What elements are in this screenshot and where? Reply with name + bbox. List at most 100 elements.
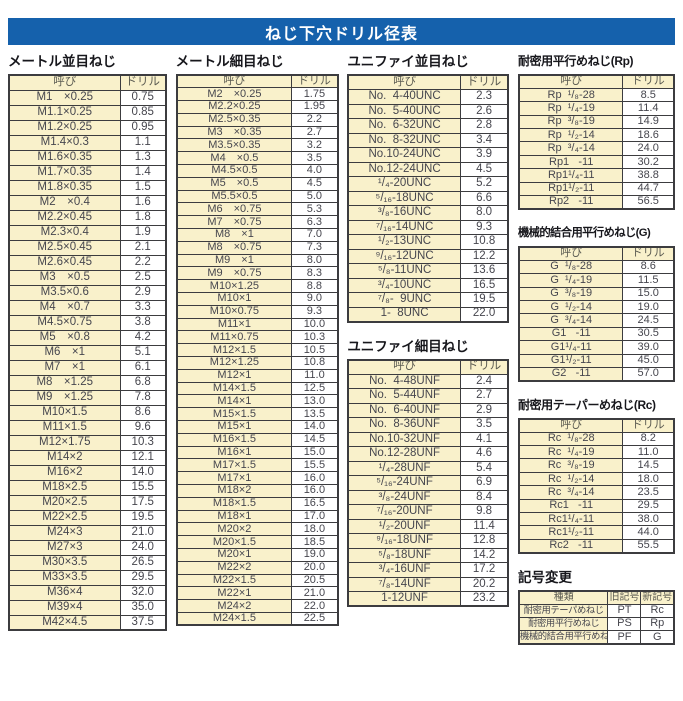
drill-value-cell: 20.0: [291, 560, 339, 575]
table-row: No. 5-40UNC 2.6: [347, 103, 509, 119]
drill-value-cell: 10.5: [291, 343, 339, 358]
table-row: M22×2 20.0: [176, 560, 339, 575]
drill-value-cell: 4.2: [119, 329, 167, 346]
drill-value-cell: 11.0: [291, 368, 339, 383]
table-row: M16×1 15.0: [176, 445, 339, 460]
drill-value-cell: 23.2: [459, 591, 509, 607]
table-row: M12×1 11.0: [176, 368, 339, 383]
name-column-header: 呼び: [518, 74, 624, 89]
thread-name-cell: M4 ×0.5: [176, 151, 293, 166]
drill-value-cell: 21.0: [119, 524, 167, 541]
name-column-header: 呼び: [8, 74, 121, 91]
symbol-change-table: 種類 旧記号 新記号 耐密用テーパめねじ PT Rc 耐密用平行めねじ PS Rp 機械的結…: [517, 589, 675, 645]
metric-fine-table: 呼び ドリル M2 ×0.25 1.75 M2.2×0.25 1.95 M2.5×0.3…: [175, 74, 339, 627]
drill-value-cell: 18.0: [291, 522, 339, 537]
table-row: ⁷/₈- 9UNC 19.5: [347, 292, 509, 308]
thread-name-cell: ⁵/₈-18UNF: [347, 547, 461, 563]
table-row: ⁷/₁₆-20UNF 9.8: [347, 504, 509, 520]
thread-name-cell: M1.1×0.25: [8, 104, 121, 121]
drill-value-cell: 35.0: [119, 599, 167, 616]
drill-value-cell: 15.5: [291, 458, 339, 473]
drill-value-cell: 14.9: [622, 114, 675, 130]
drill-value-cell: 2.9: [119, 284, 167, 301]
name-column-header: 呼び: [518, 418, 624, 433]
thread-name-cell: Rp1¹/₄-11: [518, 168, 624, 183]
table-row: ⁵/₁₆-18UNC 6.6: [347, 190, 509, 206]
unified-fine-table: 呼び ドリル No. 4-48UNF 2.4 No. 5-44UNF 2.7 No. 6…: [347, 358, 510, 607]
thread-name-cell: No. 5-44UNF: [347, 388, 461, 404]
drill-value-cell: 44.0: [622, 525, 675, 540]
table-row: 耐密用平行めねじ PS Rp: [518, 616, 675, 632]
table-row: M1 ×0.25 0.75: [8, 89, 167, 106]
table-row: M10×1.25 8.8: [176, 279, 339, 294]
section-symbol-change: 記号変更 種類 旧記号 新記号 耐密用テーパめねじ PT Rc 耐密用平行めねじ PS R…: [517, 565, 675, 645]
drill-value-cell: 32.0: [119, 584, 167, 601]
table-row: Rc2 -11 55.5: [518, 538, 675, 554]
thread-name-cell: 1-12UNF: [347, 591, 461, 607]
thread-name-cell: Rc ³/₈-19: [518, 458, 624, 473]
thread-name-cell: M24×2: [176, 599, 293, 613]
drill-value-cell: Rc: [640, 603, 675, 618]
drill-value-cell: PS: [607, 616, 642, 632]
thread-name-cell: ³/₄-10UNC: [347, 277, 461, 293]
table-row: Rp1¹/₄-11 38.8: [518, 168, 675, 183]
thread-name-cell: No. 4-40UNC: [347, 89, 461, 105]
table-row: M6 ×0.75 5.3: [176, 202, 339, 217]
table-row: G1 -11 30.5: [518, 326, 675, 342]
drill-value-cell: 11.0: [622, 445, 675, 460]
thread-name-cell: ¹/₂-20UNF: [347, 518, 461, 534]
thread-name-cell: No.12-28UNF: [347, 446, 461, 462]
drill-value-cell: 22.5: [291, 611, 339, 626]
thread-name-cell: Rp1¹/₂-11: [518, 181, 624, 197]
thread-name-cell: ⁵/₁₆-24UNF: [347, 475, 461, 491]
drill-value-cell: 2.7: [291, 125, 339, 140]
thread-name-cell: M17×1.5: [176, 458, 293, 473]
drill-value-cell: 9.0: [291, 292, 339, 306]
table-row: M7 ×0.75 6.3: [176, 215, 339, 230]
drill-value-cell: 5.2: [459, 176, 509, 192]
table-row: ³/₈-16UNC 8.0: [347, 205, 509, 221]
table-row: M4.5×0.75 3.8: [8, 314, 167, 331]
name-column-header: 呼び: [518, 246, 624, 261]
table-row: No.10-24UNC 3.9: [347, 147, 509, 163]
drill-value-cell: 2.6: [459, 103, 509, 119]
table-row: M1.6×0.35 1.3: [8, 149, 167, 166]
table-row: ³/₄-10UNC 16.5: [347, 277, 509, 293]
table-row: ⁹/₁₆-18UNF 12.8: [347, 533, 509, 549]
drill-value-cell: 3.2: [291, 138, 339, 153]
thread-name-cell: No. 4-48UNF: [347, 373, 461, 389]
table-row: M17×1.5 15.5: [176, 458, 339, 473]
table-row: ⁵/₈-11UNC 13.6: [347, 263, 509, 279]
thread-name-cell: M22×1.5: [176, 573, 293, 588]
header-row: 呼び ドリル: [518, 418, 675, 433]
table-row: Rc ³/₄-14 23.5: [518, 485, 675, 500]
thread-name-cell: No. 5-40UNC: [347, 103, 461, 119]
drill-value-cell: 39.0: [622, 340, 675, 355]
thread-name-cell: M12×1.5: [176, 343, 293, 358]
drill-value-cell: 1.5: [119, 179, 167, 196]
thread-name-cell: Rc1 -11: [518, 498, 624, 514]
drill-value-cell: 15.0: [291, 445, 339, 460]
thread-name-cell: No.10-32UNF: [347, 431, 461, 447]
drill-column-header: ドリル: [622, 246, 675, 261]
table-row: 機械的結合用平行めねじPFG: [518, 630, 675, 645]
table-row: M7 ×1 6.1: [8, 359, 167, 376]
thread-name-cell: 1- 8UNC: [347, 306, 461, 322]
thread-name-cell: No.12-24UNC: [347, 161, 461, 177]
drill-column-header: ドリル: [622, 74, 675, 89]
drill-value-cell: 9.3: [459, 219, 509, 235]
drill-value-cell: 24.0: [119, 539, 167, 556]
thread-name-cell: G ¹/₈-28: [518, 259, 624, 275]
drill-value-cell: 14.0: [291, 420, 339, 434]
table-row: M14×2 12.1: [8, 449, 167, 466]
thread-name-cell: M1 ×0.25: [8, 89, 121, 106]
table-row: G1¹/₄-11 39.0: [518, 340, 675, 355]
table-row: ⁹/₁₆-12UNC 12.2: [347, 248, 509, 264]
drill-value-cell: 14.2: [459, 547, 509, 563]
thread-name-cell: M1.6×0.35: [8, 149, 121, 166]
table-row: M22×2.5 19.5: [8, 509, 167, 526]
table-row: 耐密用テーパめねじ PT Rc: [518, 603, 675, 618]
drill-column-header: ドリル: [622, 418, 675, 433]
table-row: M33×3.5 29.5: [8, 569, 167, 586]
drill-value-cell: 2.3: [459, 89, 509, 105]
